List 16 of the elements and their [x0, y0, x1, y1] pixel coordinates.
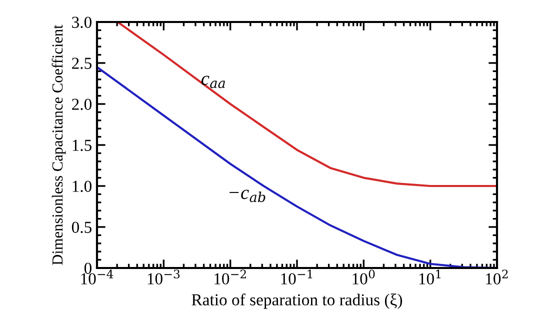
y-tick-label: 1.0 — [72, 180, 92, 192]
x-tick-label: 10$^{−2}$ — [214, 270, 246, 284]
x-tick-label: 10$^{−1}$ — [281, 270, 312, 284]
y-tick-label: 1.5 — [72, 140, 92, 152]
x-tick-label: 10$^{2}$ — [486, 270, 508, 284]
series-label: c$_{aa}$ — [201, 76, 225, 88]
x-tick-label: 10$^{1}$ — [419, 270, 440, 284]
y-tick-label: 2.0 — [72, 98, 92, 110]
x-tick-label: 10$^{0}$ — [352, 270, 375, 284]
x-tick-label: 10$^{−3}$ — [148, 270, 180, 284]
series-label: −c$_{ab}$ — [230, 190, 266, 202]
y-tick-label: 2.5 — [72, 58, 92, 70]
x-axis-title: Ratio of separation to radius (ξ) — [192, 294, 402, 309]
y-tick-label: 3.0 — [72, 16, 92, 28]
y-tick-label: 0.5 — [72, 222, 92, 234]
y-axis-title: Dimensionless Capacitance Coefficient — [52, 24, 66, 265]
